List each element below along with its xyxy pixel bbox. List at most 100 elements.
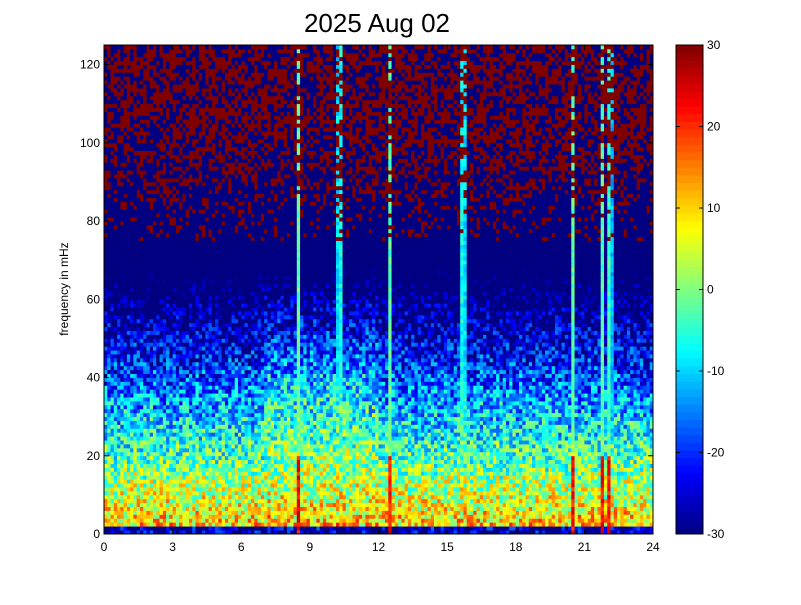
heatmap-cell [176,229,180,233]
heatmap-cell [215,182,219,186]
heatmap-cell [169,331,173,335]
heatmap-cell [114,233,118,237]
heatmap-cell [179,143,183,147]
heatmap-cell [186,100,190,104]
heatmap-cell [104,288,108,292]
heatmap-cell [218,495,222,499]
heatmap-cell [124,166,128,170]
heatmap-cell [202,213,206,217]
heatmap-cell [127,80,131,84]
heatmap-cell [117,374,121,378]
heatmap-cell [140,370,144,374]
heatmap-cell [169,518,173,522]
heatmap-cell [114,346,118,350]
heatmap-cell [205,405,209,409]
heatmap-cell [205,479,209,483]
heatmap-cell [199,221,203,225]
heatmap-cell [114,174,118,178]
heatmap-cell [107,186,111,190]
heatmap-cell [169,471,173,475]
heatmap-cell [179,158,183,162]
heatmap-cell [186,115,190,119]
heatmap-cell [222,479,226,483]
heatmap-cell [163,354,167,358]
heatmap-cell [212,92,216,96]
heatmap-cell [166,288,170,292]
heatmap-cell [137,170,141,174]
heatmap-cell [189,256,193,260]
heatmap-cell [215,57,219,61]
heatmap-cell [124,424,128,428]
heatmap-cell [205,268,209,272]
heatmap-cell [166,495,170,499]
heatmap-cell [156,299,160,303]
heatmap-cell [228,100,232,104]
heatmap-cell [153,123,157,127]
heatmap-cell [209,370,213,374]
heatmap-cell [130,475,134,479]
heatmap-cell [146,381,150,385]
heatmap-cell [182,311,186,315]
heatmap-cell [169,151,173,155]
heatmap-cell [189,209,193,213]
heatmap-cell [196,370,200,374]
heatmap-cell [222,276,226,280]
heatmap-cell [143,68,147,72]
heatmap-cell [156,511,160,515]
heatmap-cell [133,72,137,76]
heatmap-cell [218,413,222,417]
heatmap-cell [120,389,124,393]
heatmap-cell [133,526,137,530]
heatmap-cell [196,448,200,452]
heatmap-cell [160,354,164,358]
heatmap-cell [192,49,196,53]
heatmap-cell [186,311,190,315]
heatmap-cell [231,495,235,499]
heatmap-cell [137,354,141,358]
heatmap-cell [166,194,170,198]
heatmap-cell [179,155,183,159]
heatmap-cell [209,381,213,385]
heatmap-cell [146,127,150,131]
heatmap-cell [173,299,177,303]
heatmap-cell [150,295,154,299]
heatmap-cell [215,413,219,417]
heatmap-cell [189,366,193,370]
heatmap-cell [130,385,134,389]
heatmap-cell [186,460,190,464]
heatmap-cell [222,198,226,202]
heatmap-cell [202,209,206,213]
heatmap-cell [173,127,177,131]
heatmap-cell [127,288,131,292]
heatmap-cell [222,155,226,159]
heatmap-cell [169,358,173,362]
heatmap-cell [205,280,209,284]
heatmap-cell [222,123,226,127]
heatmap-cell [169,229,173,233]
heatmap-cell [166,514,170,518]
heatmap-cell [182,241,186,245]
heatmap-cell [133,370,137,374]
heatmap-cell [222,241,226,245]
heatmap-cell [133,205,137,209]
heatmap-cell [218,80,222,84]
heatmap-cell [137,409,141,413]
heatmap-cell [146,370,150,374]
heatmap-cell [127,143,131,147]
heatmap-cell [228,170,232,174]
heatmap-cell [225,135,229,139]
heatmap-cell [212,428,216,432]
heatmap-cell [186,88,190,92]
heatmap-cell [182,178,186,182]
heatmap-cell [169,468,173,472]
heatmap-cell [179,162,183,166]
heatmap-cell [117,182,121,186]
heatmap-cell [209,507,213,511]
heatmap-cell [114,495,118,499]
heatmap-cell [143,72,147,76]
heatmap-cell [117,378,121,382]
heatmap-cell [192,155,196,159]
heatmap-cell [156,135,160,139]
heatmap-cell [163,460,167,464]
heatmap-cell [182,471,186,475]
